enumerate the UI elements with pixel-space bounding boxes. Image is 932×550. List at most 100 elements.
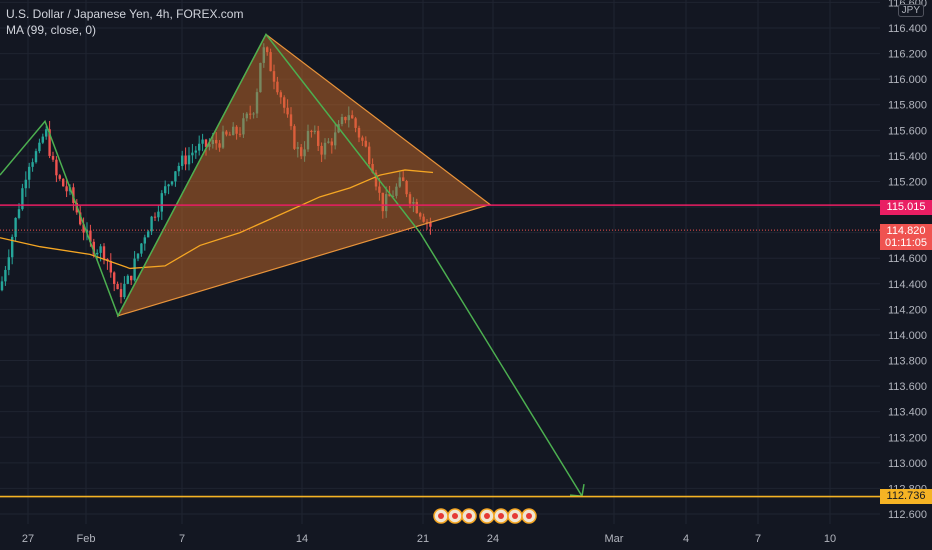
price-tick-label: 114.000 [888,330,927,342]
bar-countdown: 01:11:05 [884,237,927,249]
candle-body [164,186,167,194]
candle-body [429,222,432,227]
candle-body [65,186,68,192]
candle-body [102,246,106,259]
candle-body [99,246,102,253]
candle-body [89,230,92,242]
chart-legend: U.S. Dollar / Japanese Yen, 4h, FOREX.co… [6,6,243,38]
candle-body [45,129,48,137]
event-marker-dot-icon [466,513,472,519]
event-markers [433,508,537,524]
candle-body [187,155,191,165]
candle-body [181,155,184,166]
price-axis: 116.600116.400116.200116.000115.800115.6… [888,0,927,521]
candle-body [194,150,197,153]
last-price-value: 114.820 [886,225,926,237]
price-levels [0,204,880,498]
event-marker-dot-icon [484,513,490,519]
currency-label[interactable]: JPY [897,4,924,17]
price-tick-label: 115.200 [888,176,927,188]
price-tick-label: 112.600 [888,509,927,521]
candle-body [92,241,95,255]
event-marker-dot-icon [526,513,532,519]
event-marker-dot-icon [452,513,458,519]
candle-body [136,253,140,259]
candle-body [34,151,38,163]
time-tick-label: 7 [179,533,185,545]
candle-body [79,212,82,225]
pattern-drawings [0,33,585,497]
time-tick-label: 24 [487,533,499,545]
candle-body [174,171,177,182]
candle-body [116,283,119,290]
candle-body [130,275,133,281]
price-tick-label: 113.000 [888,458,927,470]
candle-body [170,181,174,185]
time-axis-bg[interactable] [0,524,880,550]
time-tick-label: 7 [755,533,761,545]
event-marker-dot-icon [512,513,518,519]
candle-body [7,257,10,270]
candle-body [150,216,153,232]
price-tick-label: 113.200 [888,432,927,444]
price-axis-bg[interactable] [880,0,932,550]
resistance-price-tag: 115.015 [880,200,932,215]
candle-body [58,175,61,179]
ma-indicator-label[interactable]: MA (99, close, 0) [6,23,97,37]
candle-body [201,139,204,144]
candle-body [147,231,150,238]
candle-body [113,272,116,284]
candle-body [24,179,27,189]
candle-body [17,209,21,218]
candle-body [21,188,24,210]
time-tick-label: 27 [22,533,34,545]
candle-body [167,184,170,187]
price-tick-label: 114.200 [888,304,927,316]
candle-body [198,143,201,151]
candle-body [153,216,157,218]
time-axis: 27 Feb 7 14 21 24 Mar 4 7 10 [22,533,836,545]
last-price-tag: 114.820 01:11:05 [880,224,932,250]
projection-path [0,33,583,497]
candle-body [48,129,51,156]
time-tick-label: 21 [417,533,429,545]
grid [0,0,880,524]
price-tick-label: 116.000 [888,74,927,86]
moving-average-line [0,169,434,270]
candle-body [4,269,7,282]
projection-arrowhead [569,483,585,497]
candle-body [123,283,126,298]
event-marker-dot-icon [498,513,504,519]
candle-body [140,243,143,254]
candle-body [14,217,17,237]
price-tick-label: 116.200 [888,49,927,61]
price-tick-label: 115.400 [888,151,927,163]
price-tick-label: 114.600 [888,253,927,265]
candle-body [28,166,31,180]
candle-body [126,275,129,284]
time-tick-label: 14 [296,533,308,545]
candle-body [31,162,34,167]
price-tick-label: 116.400 [888,23,927,35]
time-tick-label: 10 [824,533,836,545]
symbol-title[interactable]: U.S. Dollar / Japanese Yen, 4h, FOREX.co… [6,7,244,21]
candle-body [41,136,44,143]
candle-body [82,224,85,233]
price-tick-label: 114.400 [888,279,927,291]
candle-body [157,211,160,218]
time-tick-label: Mar [605,533,624,545]
price-tick-label: 113.800 [888,356,927,368]
price-tick-label: 115.800 [888,100,927,112]
price-tick-label: 113.400 [888,407,927,419]
candle-body [109,260,112,273]
price-tick-label: 115.600 [888,125,927,137]
candle-body [119,289,123,298]
candle-body [177,165,180,172]
time-tick-label: Feb [77,533,96,545]
event-marker-dot-icon [438,513,444,519]
candle-body [38,142,41,152]
candle-body [143,237,146,244]
candle-body [62,178,65,187]
candle-body [191,152,194,156]
